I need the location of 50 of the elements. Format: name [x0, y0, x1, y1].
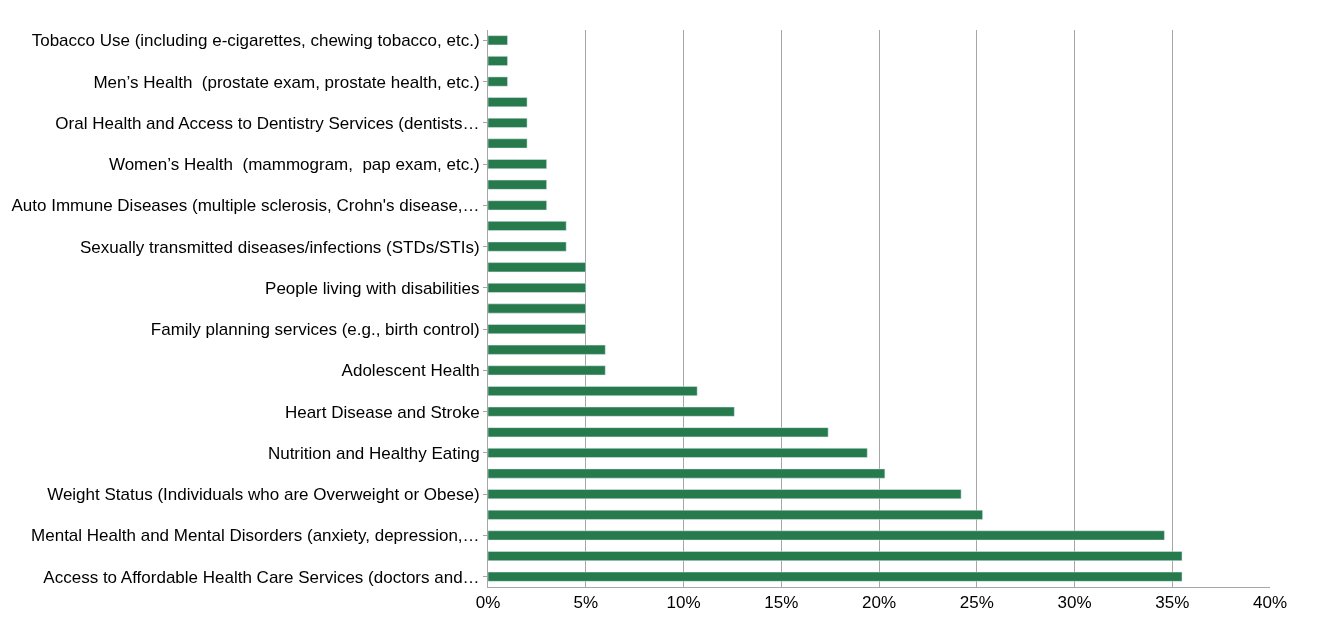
- x-tick-label: 40%: [1252, 593, 1288, 613]
- bar: [488, 138, 528, 149]
- y-tick-label: Nutrition and Healthy Eating: [267, 443, 480, 463]
- y-tick-label: Family planning services (e.g., birth control): [150, 320, 480, 340]
- bar: [488, 221, 567, 231]
- y-tick-label: Men’s Health (prostate exam, prostate health, etc.): [93, 72, 480, 92]
- x-tick-label: 5%: [573, 593, 599, 613]
- bar: [488, 282, 586, 293]
- x-tick-label: 30%: [1057, 593, 1092, 613]
- x-tick-label: 20%: [861, 593, 897, 613]
- bar: [488, 365, 606, 376]
- bar: [488, 303, 586, 314]
- bar: [488, 97, 528, 108]
- bar: [488, 386, 698, 396]
- bar: [488, 56, 508, 66]
- bar: [488, 509, 983, 520]
- bar: [488, 117, 528, 128]
- bar: [488, 35, 508, 46]
- bar: [488, 76, 508, 87]
- bar: [488, 468, 886, 479]
- y-tick-label: Weight Status (Individuals who are Overweight or Obese): [47, 485, 480, 505]
- bar: [488, 159, 547, 169]
- y-tick-label: Heart Disease and Stroke: [284, 402, 480, 422]
- bar: [488, 406, 735, 417]
- bar: [488, 262, 586, 273]
- y-tick-label: Women’s Health (mammogram, pap exam, etc.): [108, 155, 480, 175]
- x-tick-label: 35%: [1155, 593, 1190, 613]
- bar: [488, 530, 1165, 541]
- y-tick-label: Mental Health and Mental Disorders (anxiety, depression,…: [31, 526, 480, 546]
- x-tick-label: 0%: [475, 593, 501, 613]
- y-tick-label: Auto Immune Diseases (multiple sclerosis, Crohn's disease,…: [11, 196, 480, 216]
- y-tick-label: Access to Affordable Health Care Services (doctors and…: [43, 567, 480, 587]
- y-tick-label: Adolescent Health: [341, 361, 480, 381]
- bar: [488, 551, 1183, 561]
- bar: [488, 489, 962, 500]
- bar: [488, 427, 829, 438]
- x-tick-label: 25%: [959, 593, 994, 613]
- y-tick-label: People living with disabilities: [265, 278, 480, 298]
- bar: [488, 200, 547, 211]
- x-tick-label: 10%: [666, 593, 701, 613]
- x-tick-label: 15%: [764, 593, 799, 613]
- bar: [488, 179, 547, 190]
- bar: [488, 571, 1183, 582]
- y-tick-label: Sexually transmitted diseases/infections (STDs/STIs): [79, 237, 480, 257]
- y-tick-label: Oral Health and Access to Dentistry Services (dentists…: [55, 113, 480, 133]
- bar: [488, 324, 586, 335]
- bar: [488, 241, 567, 252]
- bar: [488, 448, 868, 458]
- y-tick-label: Tobacco Use (including e-cigarettes, chewing tobacco, etc.): [31, 31, 480, 51]
- bar: [488, 344, 606, 355]
